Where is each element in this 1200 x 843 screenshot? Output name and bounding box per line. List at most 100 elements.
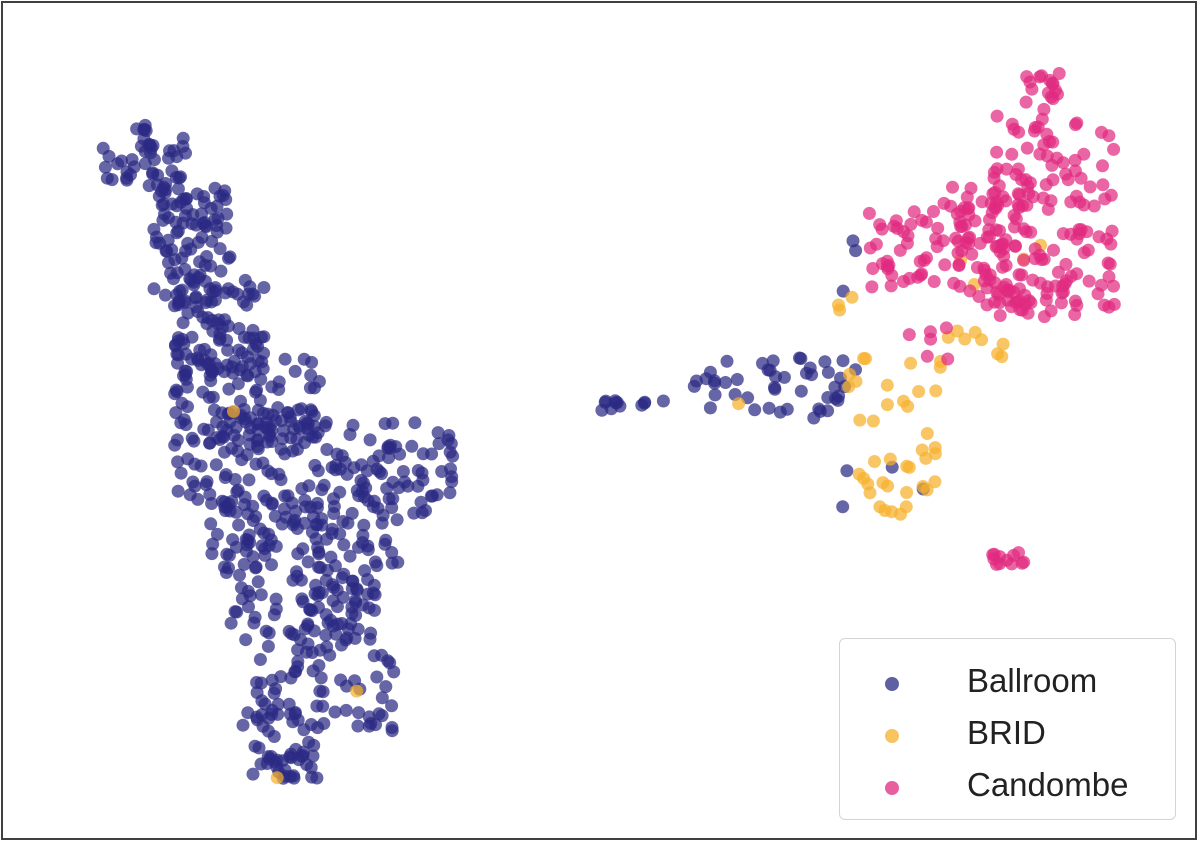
- point-ballroom: [396, 465, 410, 478]
- point-ballroom: [305, 646, 319, 659]
- point-ballroom: [373, 465, 386, 479]
- point-candombe: [1028, 124, 1041, 138]
- point-candombe: [865, 280, 879, 294]
- point-ballroom: [274, 670, 288, 684]
- point-candombe: [884, 279, 898, 293]
- point-candombe: [1096, 159, 1109, 173]
- point-ballroom: [289, 665, 303, 679]
- point-ballroom: [205, 234, 219, 248]
- point-candombe: [1017, 555, 1031, 569]
- point-candombe: [975, 195, 989, 209]
- point-candombe: [1091, 287, 1105, 301]
- point-candombe: [1005, 117, 1019, 131]
- point-ballroom: [368, 555, 382, 569]
- point-candombe: [965, 247, 979, 261]
- point-ballroom: [328, 705, 342, 719]
- point-ballroom: [174, 170, 187, 184]
- point-ballroom: [216, 420, 230, 434]
- point-ballroom: [199, 220, 213, 234]
- point-ballroom: [320, 443, 334, 456]
- point-ballroom: [197, 196, 211, 210]
- point-ballroom: [407, 506, 421, 520]
- point-candombe: [995, 238, 1009, 251]
- point-ballroom: [268, 755, 282, 769]
- point-ballroom: [836, 354, 850, 368]
- point-ballroom: [383, 441, 397, 455]
- point-ballroom: [267, 730, 281, 743]
- point-ballroom: [348, 674, 362, 688]
- point-ballroom: [290, 522, 304, 535]
- point-candombe: [955, 244, 969, 258]
- point-ballroom: [443, 486, 457, 500]
- point-ballroom: [201, 423, 215, 437]
- legend-entry-ballroom: Ballroom: [840, 657, 1175, 709]
- point-ballroom: [309, 578, 323, 592]
- point-candombe: [887, 219, 901, 233]
- point-ballroom: [335, 638, 348, 652]
- point-ballroom: [238, 498, 252, 512]
- point-candombe: [950, 207, 964, 221]
- point-ballroom: [242, 473, 256, 487]
- point-ballroom: [375, 516, 389, 530]
- point-ballroom: [277, 502, 291, 516]
- point-ballroom: [278, 352, 292, 366]
- point-ballroom: [198, 354, 212, 368]
- point-brid: [920, 427, 934, 440]
- point-candombe: [993, 550, 1007, 564]
- point-candombe: [1055, 286, 1069, 300]
- point-ballroom: [247, 616, 261, 630]
- point-candombe: [1011, 198, 1025, 212]
- point-ballroom: [177, 369, 190, 383]
- point-candombe: [1023, 176, 1037, 190]
- point-candombe: [1018, 288, 1032, 302]
- point-ballroom: [304, 403, 318, 417]
- point-candombe: [1051, 265, 1065, 279]
- point-candombe: [1070, 189, 1083, 203]
- point-brid: [996, 337, 1010, 351]
- point-ballroom: [190, 187, 204, 201]
- point-ballroom: [416, 473, 430, 487]
- point-candombe: [862, 206, 876, 220]
- legend: Ballroom BRID Candombe: [839, 638, 1176, 820]
- point-ballroom: [306, 749, 320, 763]
- point-ballroom: [246, 767, 260, 781]
- point-ballroom: [249, 510, 263, 524]
- point-ballroom: [343, 549, 357, 563]
- point-ballroom: [635, 398, 649, 412]
- point-brid: [350, 684, 364, 698]
- point-ballroom: [354, 474, 368, 487]
- point-ballroom: [323, 648, 337, 662]
- point-ballroom: [226, 533, 240, 547]
- point-brid: [270, 771, 284, 785]
- point-brid: [843, 367, 856, 381]
- point-candombe: [1107, 279, 1120, 293]
- point-ballroom: [171, 224, 185, 238]
- point-ballroom: [195, 207, 208, 221]
- point-ballroom: [401, 479, 415, 493]
- point-ballroom: [171, 455, 185, 469]
- series-brid: [227, 238, 1048, 785]
- point-ballroom: [836, 500, 850, 514]
- point-ballroom: [298, 414, 312, 428]
- point-candombe: [1104, 188, 1118, 202]
- point-ballroom: [259, 416, 273, 430]
- point-ballroom: [213, 433, 227, 446]
- point-candombe: [900, 236, 914, 250]
- point-ballroom: [258, 697, 272, 711]
- point-ballroom: [171, 356, 184, 370]
- point-ballroom: [656, 394, 670, 408]
- point-ballroom: [773, 405, 787, 419]
- point-ballroom: [183, 488, 197, 502]
- point-ballroom: [301, 619, 315, 633]
- point-candombe: [990, 145, 1004, 159]
- point-ballroom: [363, 433, 377, 447]
- point-ballroom: [225, 495, 239, 508]
- point-candombe: [866, 262, 880, 275]
- legend-marker-brid: [885, 729, 899, 743]
- point-ballroom: [361, 543, 375, 557]
- point-brid: [881, 479, 895, 493]
- point-candombe: [904, 217, 918, 231]
- point-candombe: [920, 349, 934, 363]
- point-candombe: [1070, 232, 1084, 246]
- point-candombe: [1100, 232, 1114, 246]
